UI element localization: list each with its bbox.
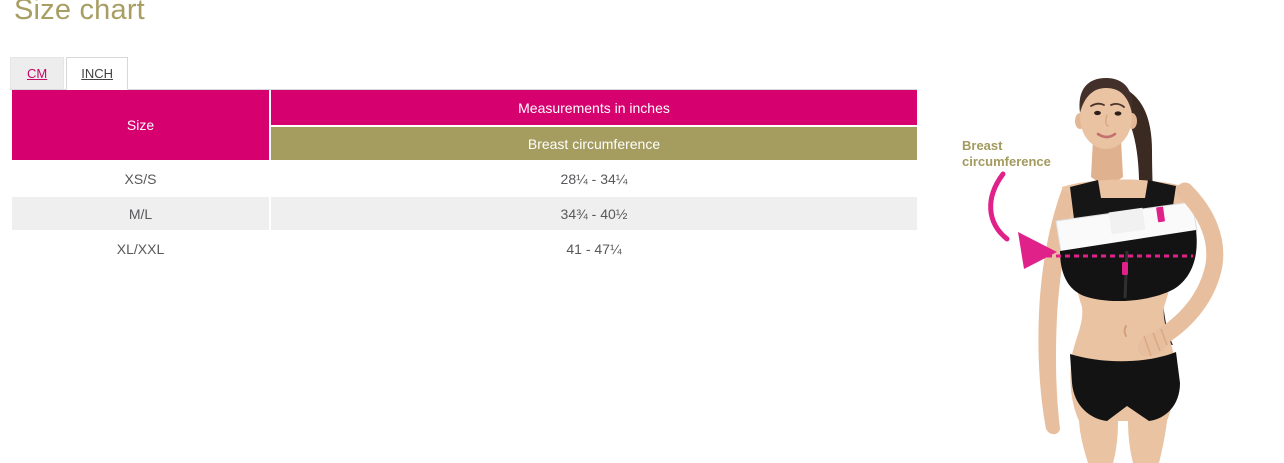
table-subheader-row: Breast circumference [12,127,917,160]
table-row: XS/S 28¼ - 34¼ [12,162,917,195]
table-row: M/L 34¾ - 40½ [12,197,917,230]
hair-front [1079,78,1133,113]
bra-band [1055,201,1198,253]
bra-cups [1060,230,1197,302]
size-table: Size Measurements in inches Breast circu… [10,88,919,267]
size-cell: M/L [12,197,269,230]
tab-cm[interactable]: CM [10,57,65,89]
table-header-row: Size Measurements in inches [12,90,917,160]
page-title: Size chart [14,0,145,26]
briefs [1070,352,1180,421]
measurement-arrow-icon [988,171,1057,269]
product-figure: Breast circumference [960,55,1284,463]
value-cell: 28¼ - 34¼ [271,162,917,195]
size-cell: XL/XXL [12,232,269,265]
tab-inch[interactable]: INCH [66,57,128,90]
table-row: XL/XXL 41 - 47¼ [12,232,917,265]
value-cell: 41 - 47¼ [271,232,917,265]
unit-tabs: CM INCH [10,57,917,90]
model-arm-on-hip [1137,182,1224,357]
size-column-header: Size [12,90,269,160]
figure-label: Breast circumference [962,138,1051,169]
model-face [1075,85,1137,149]
measurements-header: Measurements in inches [271,90,917,125]
value-cell: 34¾ - 40½ [271,197,917,230]
breast-circumference-header: Breast circumference [271,127,917,160]
size-cell: XS/S [12,162,269,195]
model-photo [988,78,1224,463]
